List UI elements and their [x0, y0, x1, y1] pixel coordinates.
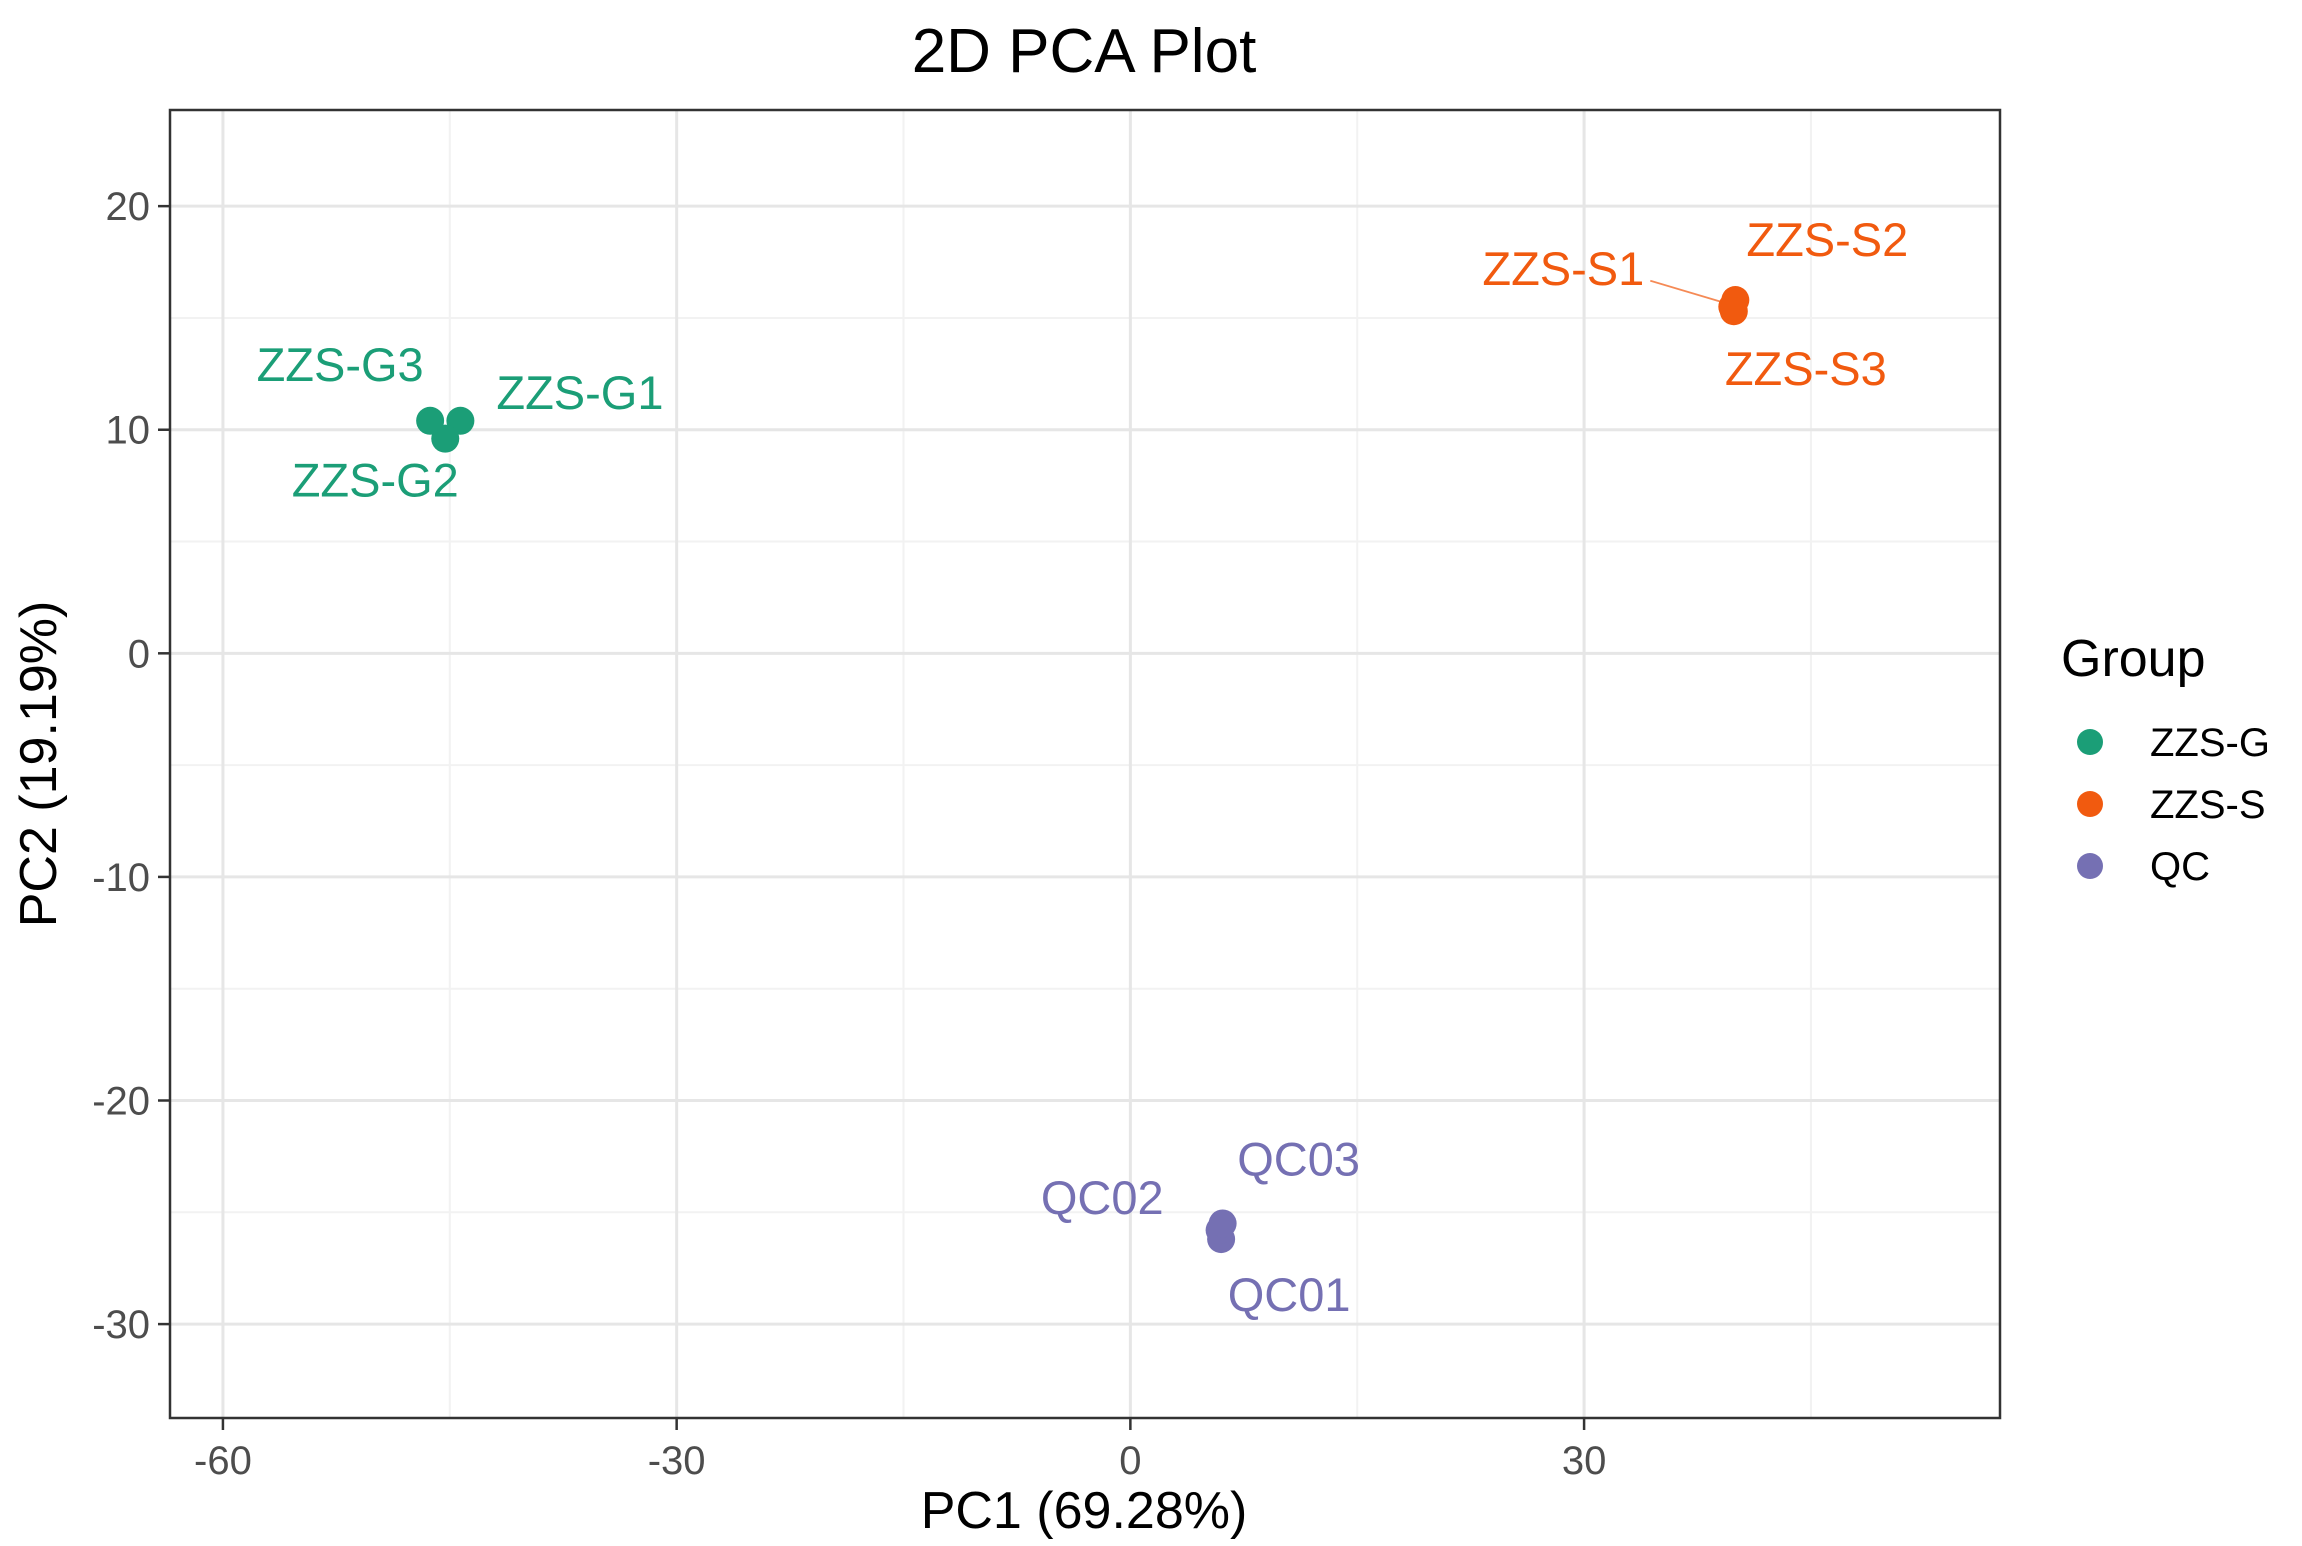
grid-layer: [170, 110, 2000, 1418]
x-axis-title: PC1 (69.28%): [921, 1482, 1248, 1540]
y-tick-label: -10: [92, 856, 150, 900]
point-label: ZZS-G1: [496, 366, 663, 419]
legend-key: [2077, 729, 2103, 755]
x-tick-label: 30: [1562, 1439, 1607, 1483]
y-tick-label: 20: [106, 185, 151, 229]
data-point: [1719, 297, 1748, 326]
x-tick-label: -30: [648, 1439, 706, 1483]
data-point: [1208, 1209, 1237, 1238]
legend-label: ZZS-G: [2150, 721, 2270, 765]
legend-title: Group: [2061, 630, 2206, 688]
point-label: QC03: [1237, 1132, 1360, 1185]
point-label-layer: ZZS-G1 ZZS-G2 ZZS-G3 ZZS-S1 ZZS-S2 ZZS-S3 QC01…: [257, 213, 1909, 1321]
legend-key: [2077, 791, 2103, 817]
legend-key: [2077, 853, 2103, 879]
chart-title: 2D PCA Plot: [912, 17, 1257, 86]
x-tick-label: -60: [194, 1439, 252, 1483]
axis-layer: -60 -30 0 30 20 10 0 -10 -20 -30: [92, 185, 1606, 1483]
point-label: ZZS-G3: [257, 338, 424, 391]
legend: Group ZZS-G ZZS-S QC: [2061, 630, 2270, 889]
x-tick-label: 0: [1119, 1439, 1141, 1483]
point-label: ZZS-S2: [1746, 213, 1908, 266]
y-tick-label: -20: [92, 1080, 150, 1124]
point-label: ZZS-S3: [1725, 342, 1887, 395]
point-label: QC02: [1041, 1171, 1164, 1224]
point-layer: [416, 286, 1750, 1254]
point-label: ZZS-S1: [1482, 242, 1644, 295]
point-label: ZZS-G2: [292, 454, 459, 507]
point-label: QC01: [1228, 1268, 1351, 1321]
legend-label: ZZS-S: [2150, 783, 2266, 827]
y-axis-title: PC2 (19.19%): [10, 601, 68, 928]
data-point: [416, 406, 445, 435]
legend-label: QC: [2150, 845, 2210, 889]
point-label-leader: [1650, 279, 1725, 304]
y-tick-label: 0: [128, 632, 150, 676]
y-tick-label: -30: [92, 1303, 150, 1347]
y-tick-label: 10: [106, 409, 151, 453]
plot-panel-border: [168, 108, 2002, 1420]
